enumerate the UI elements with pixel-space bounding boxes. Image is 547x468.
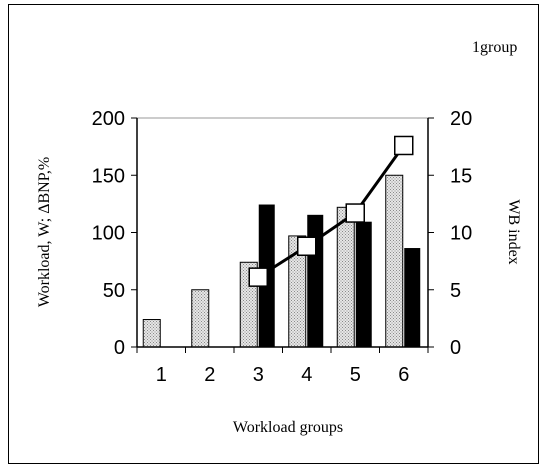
bar-dotted-5 <box>336 206 355 348</box>
y-right-tick-label-20: 20 <box>450 108 472 130</box>
y-right-tick-label-0: 0 <box>450 337 461 359</box>
line-wb-index <box>257 144 405 279</box>
marker-wb-6 <box>394 135 414 156</box>
x-tick-label-2: 2 <box>204 364 215 386</box>
y-right-tick-label-10: 10 <box>450 223 472 245</box>
x-tick-label-3: 3 <box>253 364 264 386</box>
plot-area: 0 50 100 150 200 0 5 10 15 20 1 2 3 4 5 6 <box>92 108 473 386</box>
y-right-tick-label-5: 5 <box>450 280 461 302</box>
bar-dotted-2 <box>191 289 210 348</box>
x-tick-label-6: 6 <box>398 364 409 386</box>
y-left-tick-label-50: 50 <box>103 280 125 302</box>
marker-wb-4 <box>297 236 317 256</box>
y-left-tick-label-150: 150 <box>92 165 125 187</box>
bar-solid-5 <box>355 221 372 348</box>
marker-wb-3 <box>248 267 268 287</box>
x-tick-label-1: 1 <box>156 364 167 386</box>
bar-dotted-1 <box>142 319 161 348</box>
x-axis-label: Workload groups <box>233 419 343 436</box>
y-left-tick-label-200: 200 <box>92 108 125 130</box>
y-right-tick-label-15: 15 <box>450 165 472 187</box>
corner-label: 1group <box>472 39 517 56</box>
bar-dotted-6 <box>385 174 404 348</box>
bar-solid-6 <box>404 248 421 348</box>
y-left-tick-label-100: 100 <box>92 223 125 245</box>
y-axis-left-label: Workload, W; ΔBNP,% <box>36 157 53 307</box>
marker-wb-5 <box>345 203 365 223</box>
y-axis-right-label: WB index <box>505 199 522 264</box>
x-tick-label-5: 5 <box>350 364 361 386</box>
y-left-tick-label-0: 0 <box>114 337 125 359</box>
x-tick-label-4: 4 <box>301 364 312 386</box>
